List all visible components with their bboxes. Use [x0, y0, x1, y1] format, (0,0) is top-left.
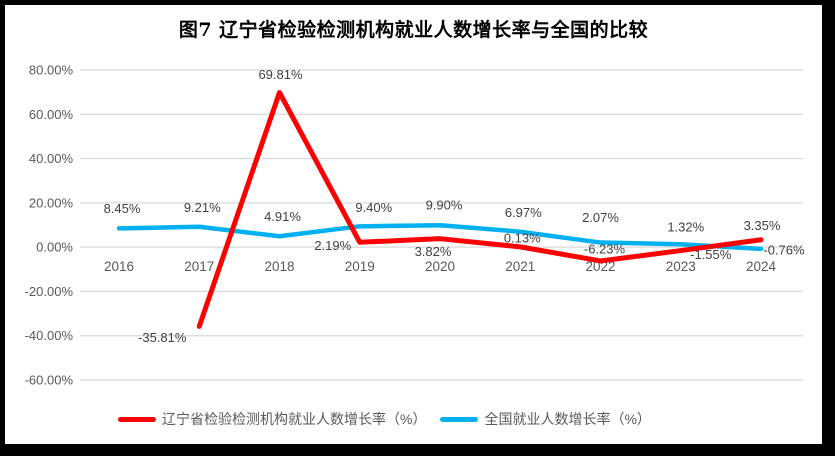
chart-legend: 辽宁省检验检测机构就业人数增长率（%） 全国就业人数增长率（%）: [118, 409, 651, 429]
blue-line-swatch: [440, 416, 479, 422]
data-label: 69.81%: [258, 67, 303, 82]
data-label: 9.90%: [426, 198, 463, 213]
y-axis-tick-label: -60.00%: [25, 373, 74, 388]
data-label: -6.23%: [584, 241, 626, 256]
data-label: -0.76%: [763, 242, 805, 257]
data-label: 2.19%: [314, 238, 351, 253]
y-axis-tick-label: 0.00%: [36, 240, 73, 255]
chart-title: 图7 辽宁省检验检测机构就业人数增长率与全国的比较: [178, 19, 649, 41]
legend-label-liaoning: 辽宁省检验检测机构就业人数增长率（%）: [162, 411, 427, 427]
data-label: 4.91%: [264, 209, 301, 224]
legend-item-liaoning: 辽宁省检验检测机构就业人数增长率（%）: [118, 409, 426, 429]
x-axis-tick-label: 2024: [746, 259, 777, 274]
liaoning-line-series: [196, 90, 764, 329]
data-label: 9.40%: [355, 200, 392, 215]
data-label: 0.13%: [504, 230, 541, 245]
data-label: -35.81%: [138, 330, 187, 345]
y-axis-tick-label: 80.00%: [29, 63, 74, 78]
y-axis-tick-label: -40.00%: [25, 328, 74, 343]
national-line-series: [116, 222, 764, 252]
y-axis-tick-label: 60.00%: [29, 107, 74, 122]
data-label: 9.21%: [184, 200, 221, 215]
data-label: 1.32%: [667, 220, 704, 235]
data-label: 3.35%: [744, 218, 781, 233]
y-axis-tick-label: -20.00%: [25, 284, 74, 299]
x-axis-tick-label: 2018: [264, 259, 294, 274]
data-label: 6.97%: [505, 205, 542, 220]
x-axis-tick-label: 2017: [184, 259, 214, 274]
x-axis-tick-label: 2022: [585, 259, 615, 274]
data-label: -1.55%: [690, 247, 732, 262]
x-axis-tick-label: 2021: [505, 259, 535, 274]
line-chart-plot: 80.00% 60.00% 40.00% 20.00% 0.00% -20.00% -40.…: [25, 63, 805, 388]
data-label: 3.82%: [415, 244, 452, 259]
y-axis-tick-label: 40.00%: [29, 151, 74, 166]
legend-item-national: 全国就业人数增长率（%）: [440, 409, 651, 429]
data-label: 2.07%: [582, 210, 619, 225]
data-label: 8.45%: [104, 201, 141, 216]
x-axis-tick-label: 2019: [345, 259, 375, 274]
legend-label-national: 全国就业人数增长率（%）: [484, 411, 651, 427]
red-line-swatch: [118, 416, 156, 422]
y-axis-tick-label: 20.00%: [29, 195, 74, 210]
x-axis-tick-label: 2023: [666, 259, 696, 274]
x-axis-tick-label: 2016: [104, 259, 134, 274]
x-axis-tick-label: 2020: [425, 259, 455, 274]
